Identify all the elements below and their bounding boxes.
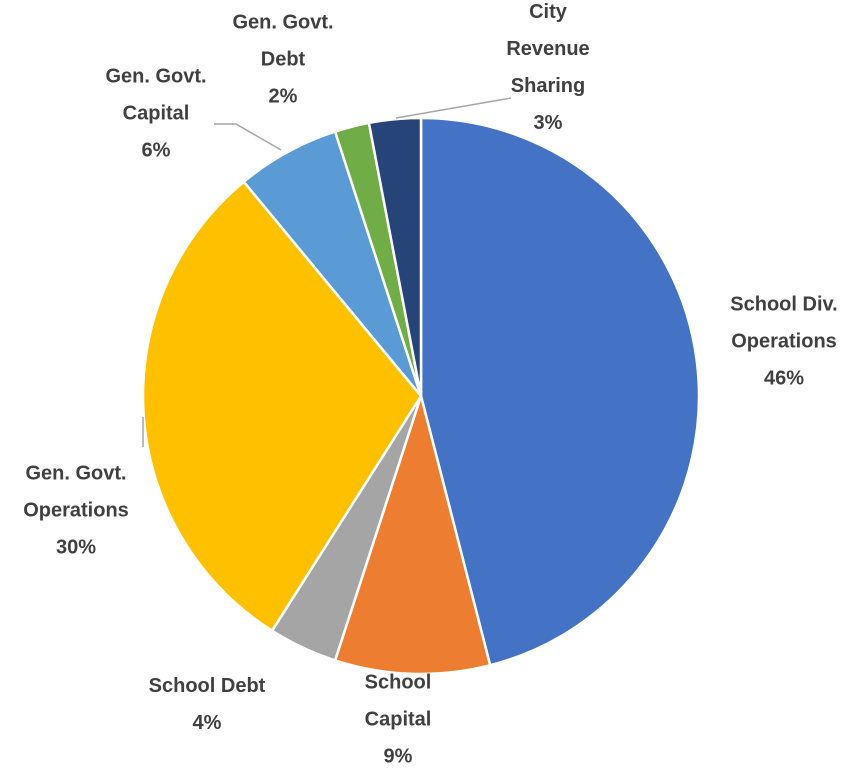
slice-category-label: School Debt	[149, 675, 266, 697]
slice-category-label: Gen. Govt.	[105, 65, 206, 87]
leader-line	[395, 97, 512, 119]
slices-layer	[141, 116, 701, 676]
slice-category-label: School	[365, 671, 432, 693]
slice-category-label: Capital	[365, 708, 432, 730]
pie-slice	[141, 180, 423, 633]
data-label: School Div. Operations 46%	[730, 293, 837, 389]
slice-category-label: Revenue	[506, 38, 589, 60]
slice-percent-label: 6%	[142, 139, 171, 161]
slice-category-label: Capital	[123, 102, 190, 124]
data-label: School Debt 4%	[149, 675, 266, 734]
slice-percent-label: 30%	[56, 536, 96, 558]
slice-category-label: Gen. Govt.	[232, 11, 333, 33]
data-label: School Capital 9%	[365, 671, 432, 767]
slice-percent-label: 3%	[534, 112, 563, 134]
leader-line	[214, 123, 282, 151]
pie-slice	[419, 116, 701, 667]
slice-category-label: School Div.	[730, 293, 837, 315]
data-label: City Revenue Sharing 3%	[506, 1, 589, 134]
data-label: Gen. Govt. Debt 2%	[232, 11, 333, 107]
slice-category-label: Operations	[23, 499, 129, 521]
slice-percent-label: 4%	[193, 712, 222, 734]
pie-slice	[367, 116, 423, 397]
slice-percent-label: 9%	[384, 745, 413, 767]
slice-category-label: Gen. Govt.	[25, 462, 126, 484]
data-label: Gen. Govt. Operations 30%	[23, 462, 129, 558]
slice-percent-label: 46%	[764, 367, 804, 389]
slice-category-label: Sharing	[511, 75, 585, 97]
leader-lines-layer	[142, 97, 512, 447]
data-labels-layer: School Div.Operations46%SchoolCapital9%S…	[23, 1, 838, 768]
pie-slice	[333, 391, 492, 676]
slice-category-label: City	[529, 1, 568, 23]
slice-category-label: Operations	[731, 330, 837, 352]
data-label: Gen. Govt. Capital 6%	[105, 65, 206, 161]
slice-percent-label: 2%	[269, 85, 298, 107]
slice-category-label: Debt	[261, 48, 306, 70]
